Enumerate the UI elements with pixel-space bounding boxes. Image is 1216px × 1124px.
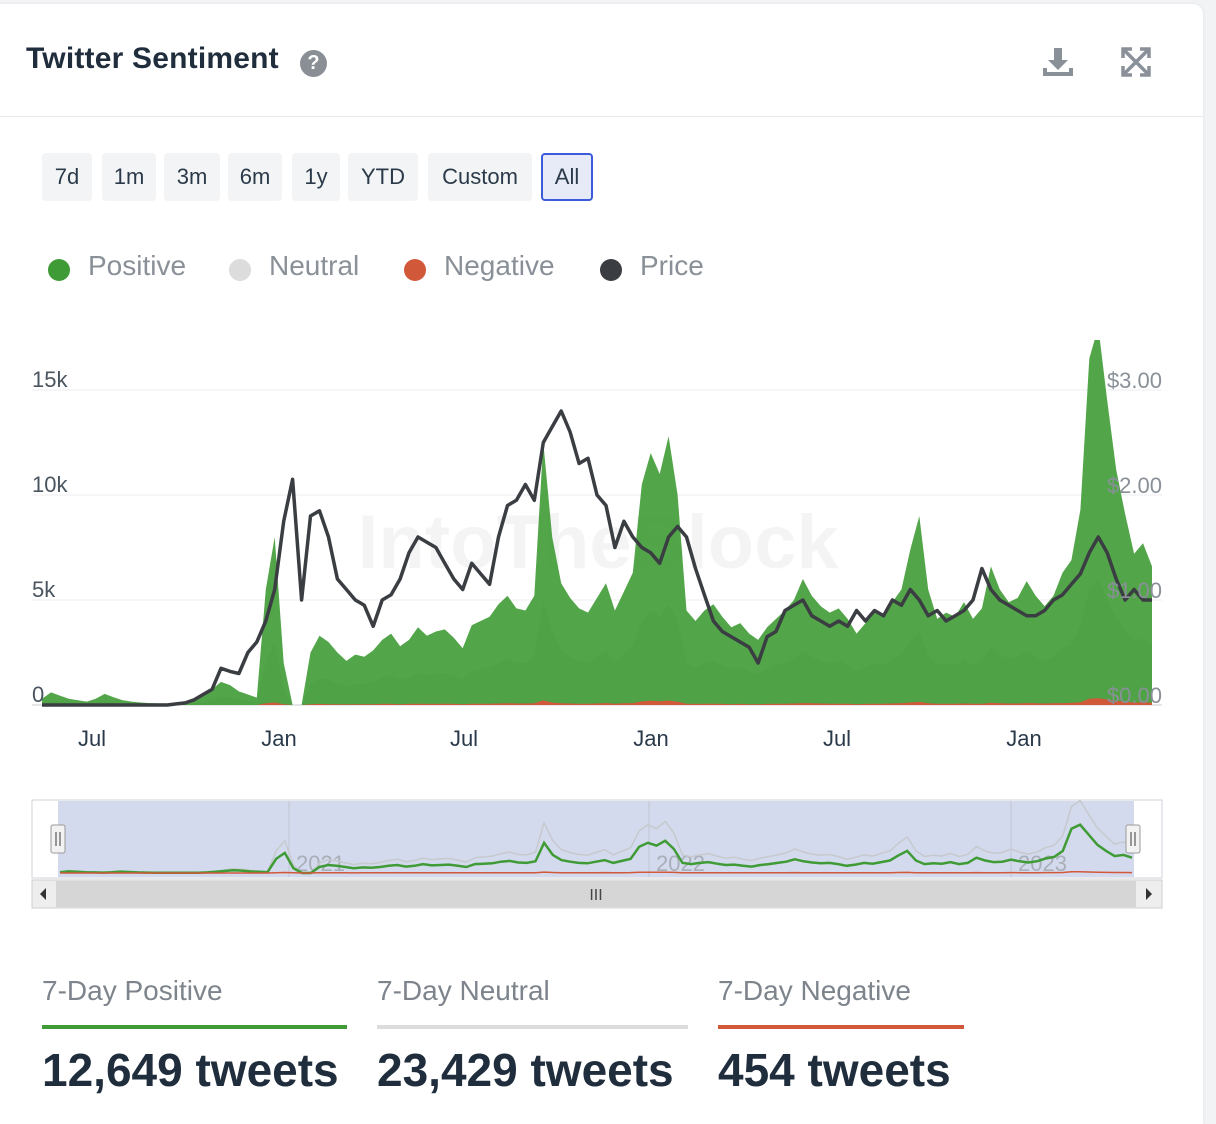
range-6m-button[interactable]: 6m bbox=[228, 153, 282, 201]
stat-positive-bar bbox=[42, 1025, 347, 1029]
x-tick-label: Jul bbox=[823, 726, 851, 751]
stat-negative-label: 7-Day Negative bbox=[718, 975, 911, 1006]
negative-area bbox=[42, 698, 1152, 705]
navigator-left-handle-grip bbox=[55, 832, 61, 846]
range-1y-button[interactable]: 1y bbox=[292, 153, 340, 201]
price-line bbox=[42, 409, 1152, 707]
navigator-series bbox=[59, 799, 1133, 875]
x-tick-label: Jan bbox=[1006, 726, 1041, 751]
legend-neutral-label: Neutral bbox=[269, 250, 360, 281]
sentiment-chart: IntoTheBlock 0 5k 10k 15k $0.00 $1.00 $2.00 $3… bbox=[31, 340, 1163, 909]
expand-icon[interactable] bbox=[1118, 44, 1154, 80]
legend-positive-label: Positive bbox=[88, 250, 187, 281]
legend-neutral-dot bbox=[229, 259, 251, 281]
stat-positive: 7-Day Positive 12,649 tweets bbox=[42, 975, 347, 1096]
chart-watermark: IntoTheBlock bbox=[357, 500, 839, 585]
stat-neutral: 7-Day Neutral 23,429 tweets bbox=[377, 975, 688, 1096]
x-tick-label: Jan bbox=[261, 726, 296, 751]
navigator-scroll-right-icon[interactable] bbox=[1146, 888, 1152, 900]
stat-neutral-value: 23,429 tweets bbox=[377, 1044, 674, 1096]
legend-negative-label: Negative bbox=[444, 250, 555, 281]
x-tick-label: Jul bbox=[450, 726, 478, 751]
y-right-tick-label: $2.00 bbox=[1107, 473, 1162, 498]
y-axis-right: $0.00 $1.00 $2.00 $3.00 bbox=[1107, 368, 1162, 708]
stat-positive-value: 12,649 tweets bbox=[42, 1044, 339, 1096]
y-left-tick-label: 10k bbox=[32, 472, 68, 497]
navigator[interactable]: 2021 2022 2023 III bbox=[31, 799, 1163, 909]
legend-price-label: Price bbox=[640, 250, 704, 281]
x-tick-label: Jul bbox=[78, 726, 106, 751]
stat-negative: 7-Day Negative 454 tweets bbox=[718, 975, 964, 1096]
range-custom-button[interactable]: Custom bbox=[428, 153, 532, 201]
navigator-neutral-line bbox=[59, 799, 1133, 874]
navigator-negative-line bbox=[60, 870, 1133, 874]
negative-series bbox=[42, 698, 1152, 705]
card-title: Twitter Sentiment bbox=[26, 42, 279, 75]
y-right-tick-label: $1.00 bbox=[1107, 578, 1162, 603]
x-axis: Jul Jan Jul Jan Jul Jan bbox=[78, 726, 1042, 751]
navigator-scrollbar-grip: III bbox=[589, 887, 602, 904]
range-ytd-button[interactable]: YTD bbox=[348, 153, 418, 201]
navigator-left-handle[interactable] bbox=[50, 824, 66, 854]
stat-negative-value: 454 tweets bbox=[718, 1044, 951, 1096]
question-icon[interactable]: ? bbox=[300, 50, 327, 77]
navigator-right-handle-grip bbox=[1130, 832, 1136, 846]
download-icon[interactable] bbox=[1040, 44, 1076, 80]
range-3m-button[interactable]: 3m bbox=[164, 153, 220, 201]
y-right-tick-label: $3.00 bbox=[1107, 368, 1162, 393]
navigator-positive-line bbox=[59, 823, 1133, 875]
y-left-tick-label: 0 bbox=[32, 682, 44, 707]
stat-neutral-label: 7-Day Neutral bbox=[377, 975, 550, 1006]
navigator-right-handle[interactable] bbox=[1125, 824, 1141, 854]
legend-positive-dot bbox=[48, 259, 70, 281]
legend-price-dot bbox=[600, 259, 622, 281]
stat-positive-label: 7-Day Positive bbox=[42, 975, 223, 1006]
y-left-tick-label: 5k bbox=[32, 577, 56, 602]
range-7d-button[interactable]: 7d bbox=[42, 153, 92, 201]
navigator-selection[interactable] bbox=[58, 801, 1134, 877]
navigator-scrollbar-thumb[interactable] bbox=[56, 881, 1136, 907]
range-all-button[interactable]: All bbox=[541, 153, 593, 201]
card-header: Twitter Sentiment ? bbox=[0, 4, 1203, 117]
y-right-tick-label: $0.00 bbox=[1107, 683, 1162, 708]
stat-neutral-bar bbox=[377, 1025, 688, 1029]
x-tick-label: Jan bbox=[633, 726, 668, 751]
y-axis-left: 0 5k 10k 15k bbox=[32, 367, 68, 707]
range-1m-button[interactable]: 1m bbox=[102, 153, 156, 201]
positive-series bbox=[42, 340, 1152, 705]
stat-negative-bar bbox=[718, 1025, 964, 1029]
navigator-scroll-left-icon[interactable] bbox=[40, 888, 46, 900]
price-series bbox=[42, 409, 1152, 707]
y-left-tick-label: 15k bbox=[32, 367, 68, 392]
positive-area bbox=[42, 340, 1152, 705]
legend-negative-dot bbox=[404, 259, 426, 281]
